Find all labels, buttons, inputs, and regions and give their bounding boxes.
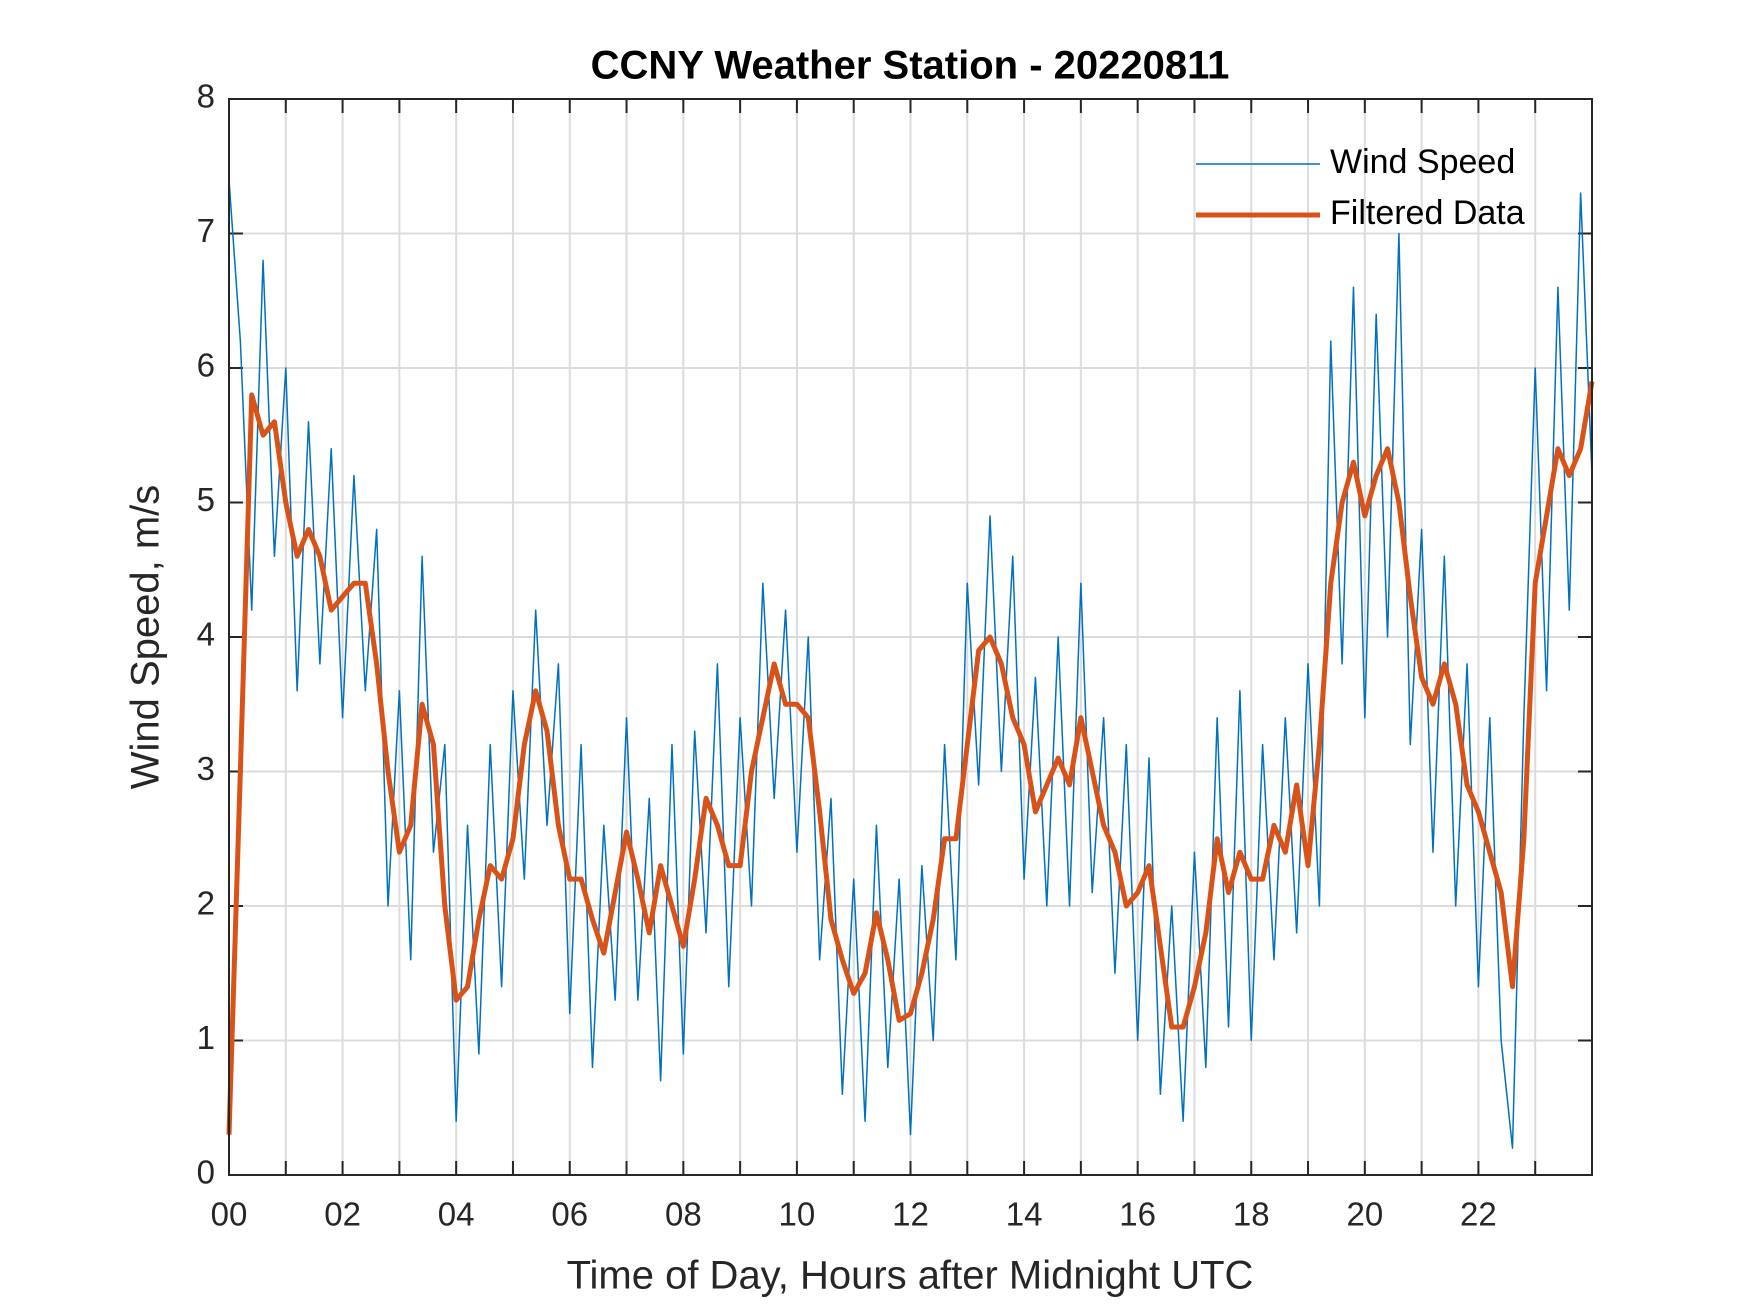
x-tick-label: 18 (1233, 1196, 1270, 1233)
chart-title: CCNY Weather Station - 20220811 (591, 44, 1230, 88)
x-tick-label: 00 (211, 1196, 248, 1233)
legend-label: Wind Speed (1330, 143, 1515, 181)
y-tick-label: 1 (197, 1019, 215, 1056)
y-tick-label: 4 (197, 616, 215, 653)
y-tick-label: 5 (197, 481, 215, 518)
y-axis-label: Wind Speed, m/s (124, 485, 168, 790)
x-tick-label: 02 (324, 1196, 361, 1233)
x-tick-label: 04 (438, 1196, 475, 1233)
x-tick-label: 16 (1119, 1196, 1156, 1233)
x-tick-label: 14 (1006, 1196, 1043, 1233)
plot-frame (228, 98, 1593, 1176)
y-tick-label: 3 (197, 750, 215, 787)
x-tick-label: 06 (551, 1196, 588, 1233)
x-tick-label: 08 (665, 1196, 702, 1233)
x-tick-label: 22 (1460, 1196, 1497, 1233)
legend-label: Filtered Data (1330, 194, 1525, 232)
y-tick-label: 0 (197, 1154, 215, 1191)
data-line (226, 381, 1595, 1135)
x-tick-label: 12 (892, 1196, 929, 1233)
data-line (228, 179, 1593, 1149)
y-tick-label: 2 (197, 885, 215, 922)
x-axis-label: Time of Day, Hours after Midnight UTC (567, 1254, 1254, 1298)
y-tick-label: 7 (197, 212, 215, 249)
x-tick-label: 10 (779, 1196, 816, 1233)
x-tick-label: 20 (1346, 1196, 1383, 1233)
y-tick-label: 8 (197, 78, 215, 115)
y-tick-label: 6 (197, 347, 215, 384)
